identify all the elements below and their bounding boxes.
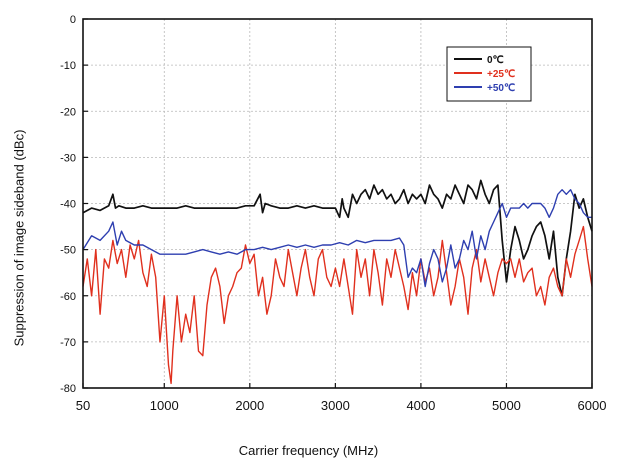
- y-tick-label-1: -10: [60, 60, 76, 72]
- x-tick-label-5: 5000: [492, 398, 521, 413]
- y-tick-label-4: -40: [60, 199, 76, 211]
- legend-label-0: 0℃: [487, 55, 504, 66]
- y-tick-label-2: -20: [60, 106, 76, 118]
- y-tick-label-8: -80: [60, 383, 76, 395]
- x-tick-label-1: 1000: [150, 398, 179, 413]
- y-tick-label-0: 0: [70, 14, 76, 26]
- series-line-1: [82, 225, 593, 385]
- y-tick-label-5: -50: [60, 245, 76, 257]
- x-tick-label-2: 2000: [235, 398, 264, 413]
- y-tick-label-7: -70: [60, 337, 76, 349]
- series-line-2: [82, 188, 592, 288]
- legend-label-1: +25℃: [487, 69, 515, 80]
- x-tick-label-4: 4000: [406, 398, 435, 413]
- axis-ticks: 50 1000 2000 3000 4000 5000 6000 0 -10 -20 -30 -40 -…: [60, 14, 606, 413]
- x-tick-label-3: 3000: [321, 398, 350, 413]
- x-tick-label-0: 50: [76, 398, 90, 413]
- legend: 0℃ +25℃ +50℃: [446, 46, 532, 102]
- legend-label-2: +50℃: [487, 83, 515, 94]
- y-axis-title: Suppression of image sideband (dBc): [11, 129, 27, 347]
- chart-grid: [83, 19, 592, 388]
- plot-area: [82, 179, 593, 385]
- y-tick-label-3: -30: [60, 152, 76, 164]
- x-tick-label-6: 6000: [578, 398, 607, 413]
- x-axis-title: Carrier frequency (MHz): [238, 443, 379, 458]
- series-line-0: [82, 179, 593, 297]
- y-tick-label-6: -60: [60, 291, 76, 303]
